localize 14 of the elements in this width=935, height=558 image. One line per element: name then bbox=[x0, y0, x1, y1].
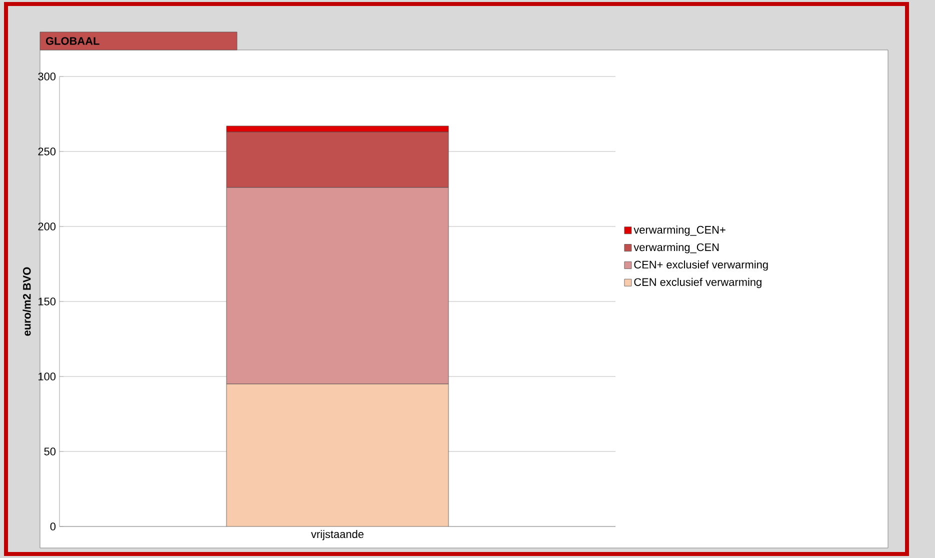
legend-label: CEN+ exclusief verwarming bbox=[634, 260, 768, 271]
y-tick-label: 200 bbox=[38, 222, 56, 230]
y-tick-label: 150 bbox=[38, 298, 56, 306]
chart-title: GLOBAAL bbox=[46, 37, 100, 45]
legend-label: CEN exclusief verwarming bbox=[634, 278, 762, 288]
x-tick-label: vrijstaande bbox=[311, 530, 364, 540]
y-tick-label: 300 bbox=[38, 72, 56, 80]
legend-label: verwarming_CEN bbox=[634, 243, 719, 254]
y-tick-label: 50 bbox=[44, 448, 56, 456]
y-tick-label: 100 bbox=[38, 372, 56, 380]
y-tick-label: 250 bbox=[38, 148, 56, 156]
y-axis-title: euro/m2 BVO bbox=[22, 267, 31, 336]
legend-label: verwarming_CEN+ bbox=[634, 226, 726, 236]
y-tick-label: 0 bbox=[50, 522, 56, 530]
